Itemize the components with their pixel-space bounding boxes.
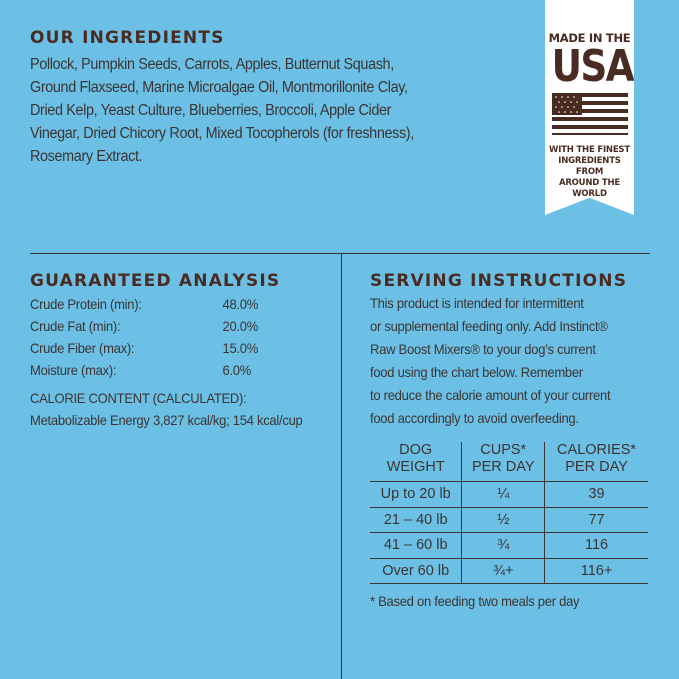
- analysis-value: 20.0%: [222, 318, 259, 334]
- feeding-chart: DOG WEIGHT CUPS* PER DAY CALORIES* PER DAY …: [370, 442, 648, 584]
- divider-horizontal: [30, 253, 650, 254]
- table-row: 41 – 60 lb ¾ 116: [370, 532, 648, 559]
- analysis-value: 15.0%: [222, 340, 259, 356]
- serving-line: This product is intended for intermitten…: [370, 295, 584, 311]
- analysis-title: GUARANTEED ANALYSIS: [30, 271, 281, 291]
- analysis-label: Crude Fat (min):: [30, 318, 121, 334]
- footnote: * Based on feeding two meals per day: [370, 593, 580, 609]
- serving-title: SERVING INSTRUCTIONS: [370, 271, 628, 291]
- ingredients-line: Vinegar, Dried Chicory Root, Mixed Tocop…: [30, 125, 414, 142]
- cell-calories: 39: [544, 481, 648, 508]
- analysis-row: Crude Fiber (max): 15.0%: [30, 337, 309, 359]
- analysis-label: Moisture (max):: [30, 362, 117, 378]
- badge-line: INGREDIENTS FROM: [558, 156, 621, 177]
- cell-cups: ¼: [461, 481, 545, 508]
- badge-usa: USA: [551, 41, 634, 92]
- ingredients-line: Pollock, Pumpkin Seeds, Carrots, Apples,…: [30, 56, 394, 73]
- feeding-chart-header: DOG WEIGHT CUPS* PER DAY CALORIES* PER DAY: [370, 442, 648, 482]
- cell-weight: Up to 20 lb: [370, 481, 462, 508]
- cell-weight: Over 60 lb: [370, 558, 462, 584]
- ingredients-title: OUR INGREDIENTS: [30, 28, 225, 48]
- serving-line: to reduce the calorie amount of your cur…: [370, 387, 611, 403]
- analysis-label: Crude Protein (min):: [30, 296, 142, 312]
- ingredients-line: Dried Kelp, Yeast Culture, Blueberries, …: [30, 102, 392, 119]
- cell-cups: ¾: [461, 532, 545, 559]
- cell-calories: 116: [544, 532, 648, 559]
- analysis-label: Crude Fiber (max):: [30, 340, 135, 356]
- serving-line: food accordingly to avoid overfeeding.: [370, 410, 579, 426]
- ingredients-line: Rosemary Extract.: [30, 148, 143, 165]
- table-row: 21 – 40 lb ½ 77: [370, 507, 648, 533]
- ingredients-list: Pollock, Pumpkin Seeds, Carrots, Apples,…: [30, 53, 443, 168]
- header-calories: CALORIES* PER DAY: [544, 442, 648, 482]
- badge-line: WITH THE FINEST: [549, 145, 630, 155]
- calorie-label: CALORIE CONTENT (CALCULATED):: [30, 390, 247, 406]
- serving-line: or supplemental feeding only. Add Instin…: [370, 318, 608, 334]
- us-flag-icon: [551, 93, 628, 135]
- table-row: Over 60 lb ¾+ 116+: [370, 558, 648, 584]
- serving-line: Raw Boost Mixers® to your dog’s current: [370, 341, 596, 357]
- analysis-row: Crude Fat (min): 20.0%: [30, 315, 309, 337]
- badge-top: MADE IN THE: [548, 31, 631, 45]
- ingredients-line: Ground Flaxseed, Marine Microalgae Oil, …: [30, 79, 408, 96]
- header-cups: CUPS* PER DAY: [461, 442, 545, 482]
- analysis-row: Crude Protein (min): 48.0%: [30, 293, 309, 315]
- table-row: Up to 20 lb ¼ 39: [370, 481, 648, 508]
- cell-weight: 41 – 60 lb: [370, 532, 462, 559]
- badge-line: AROUND THE WORLD: [558, 178, 621, 199]
- cell-cups: ½: [461, 507, 545, 533]
- divider-vertical: [341, 253, 342, 679]
- made-in-usa-badge: MADE IN THE USA WITH THE FINEST INGREDIE…: [545, 0, 634, 215]
- analysis-value: 48.0%: [222, 296, 259, 312]
- header-weight: DOG WEIGHT: [370, 442, 462, 482]
- serving-text: This product is intended for intermitten…: [370, 292, 628, 430]
- analysis-table: Crude Protein (min): 48.0% Crude Fat (min…: [30, 293, 330, 431]
- calorie-value: Metabolizable Energy 3,827 kcal/kg; 154 …: [30, 412, 303, 428]
- cell-calories: 77: [544, 507, 648, 533]
- serving-line: food using the chart below. Remember: [370, 364, 583, 380]
- cell-calories: 116+: [544, 558, 648, 584]
- cell-weight: 21 – 40 lb: [370, 507, 462, 533]
- cell-cups: ¾+: [461, 558, 545, 584]
- analysis-row: Moisture (max): 6.0%: [30, 359, 309, 381]
- analysis-value: 6.0%: [222, 362, 252, 378]
